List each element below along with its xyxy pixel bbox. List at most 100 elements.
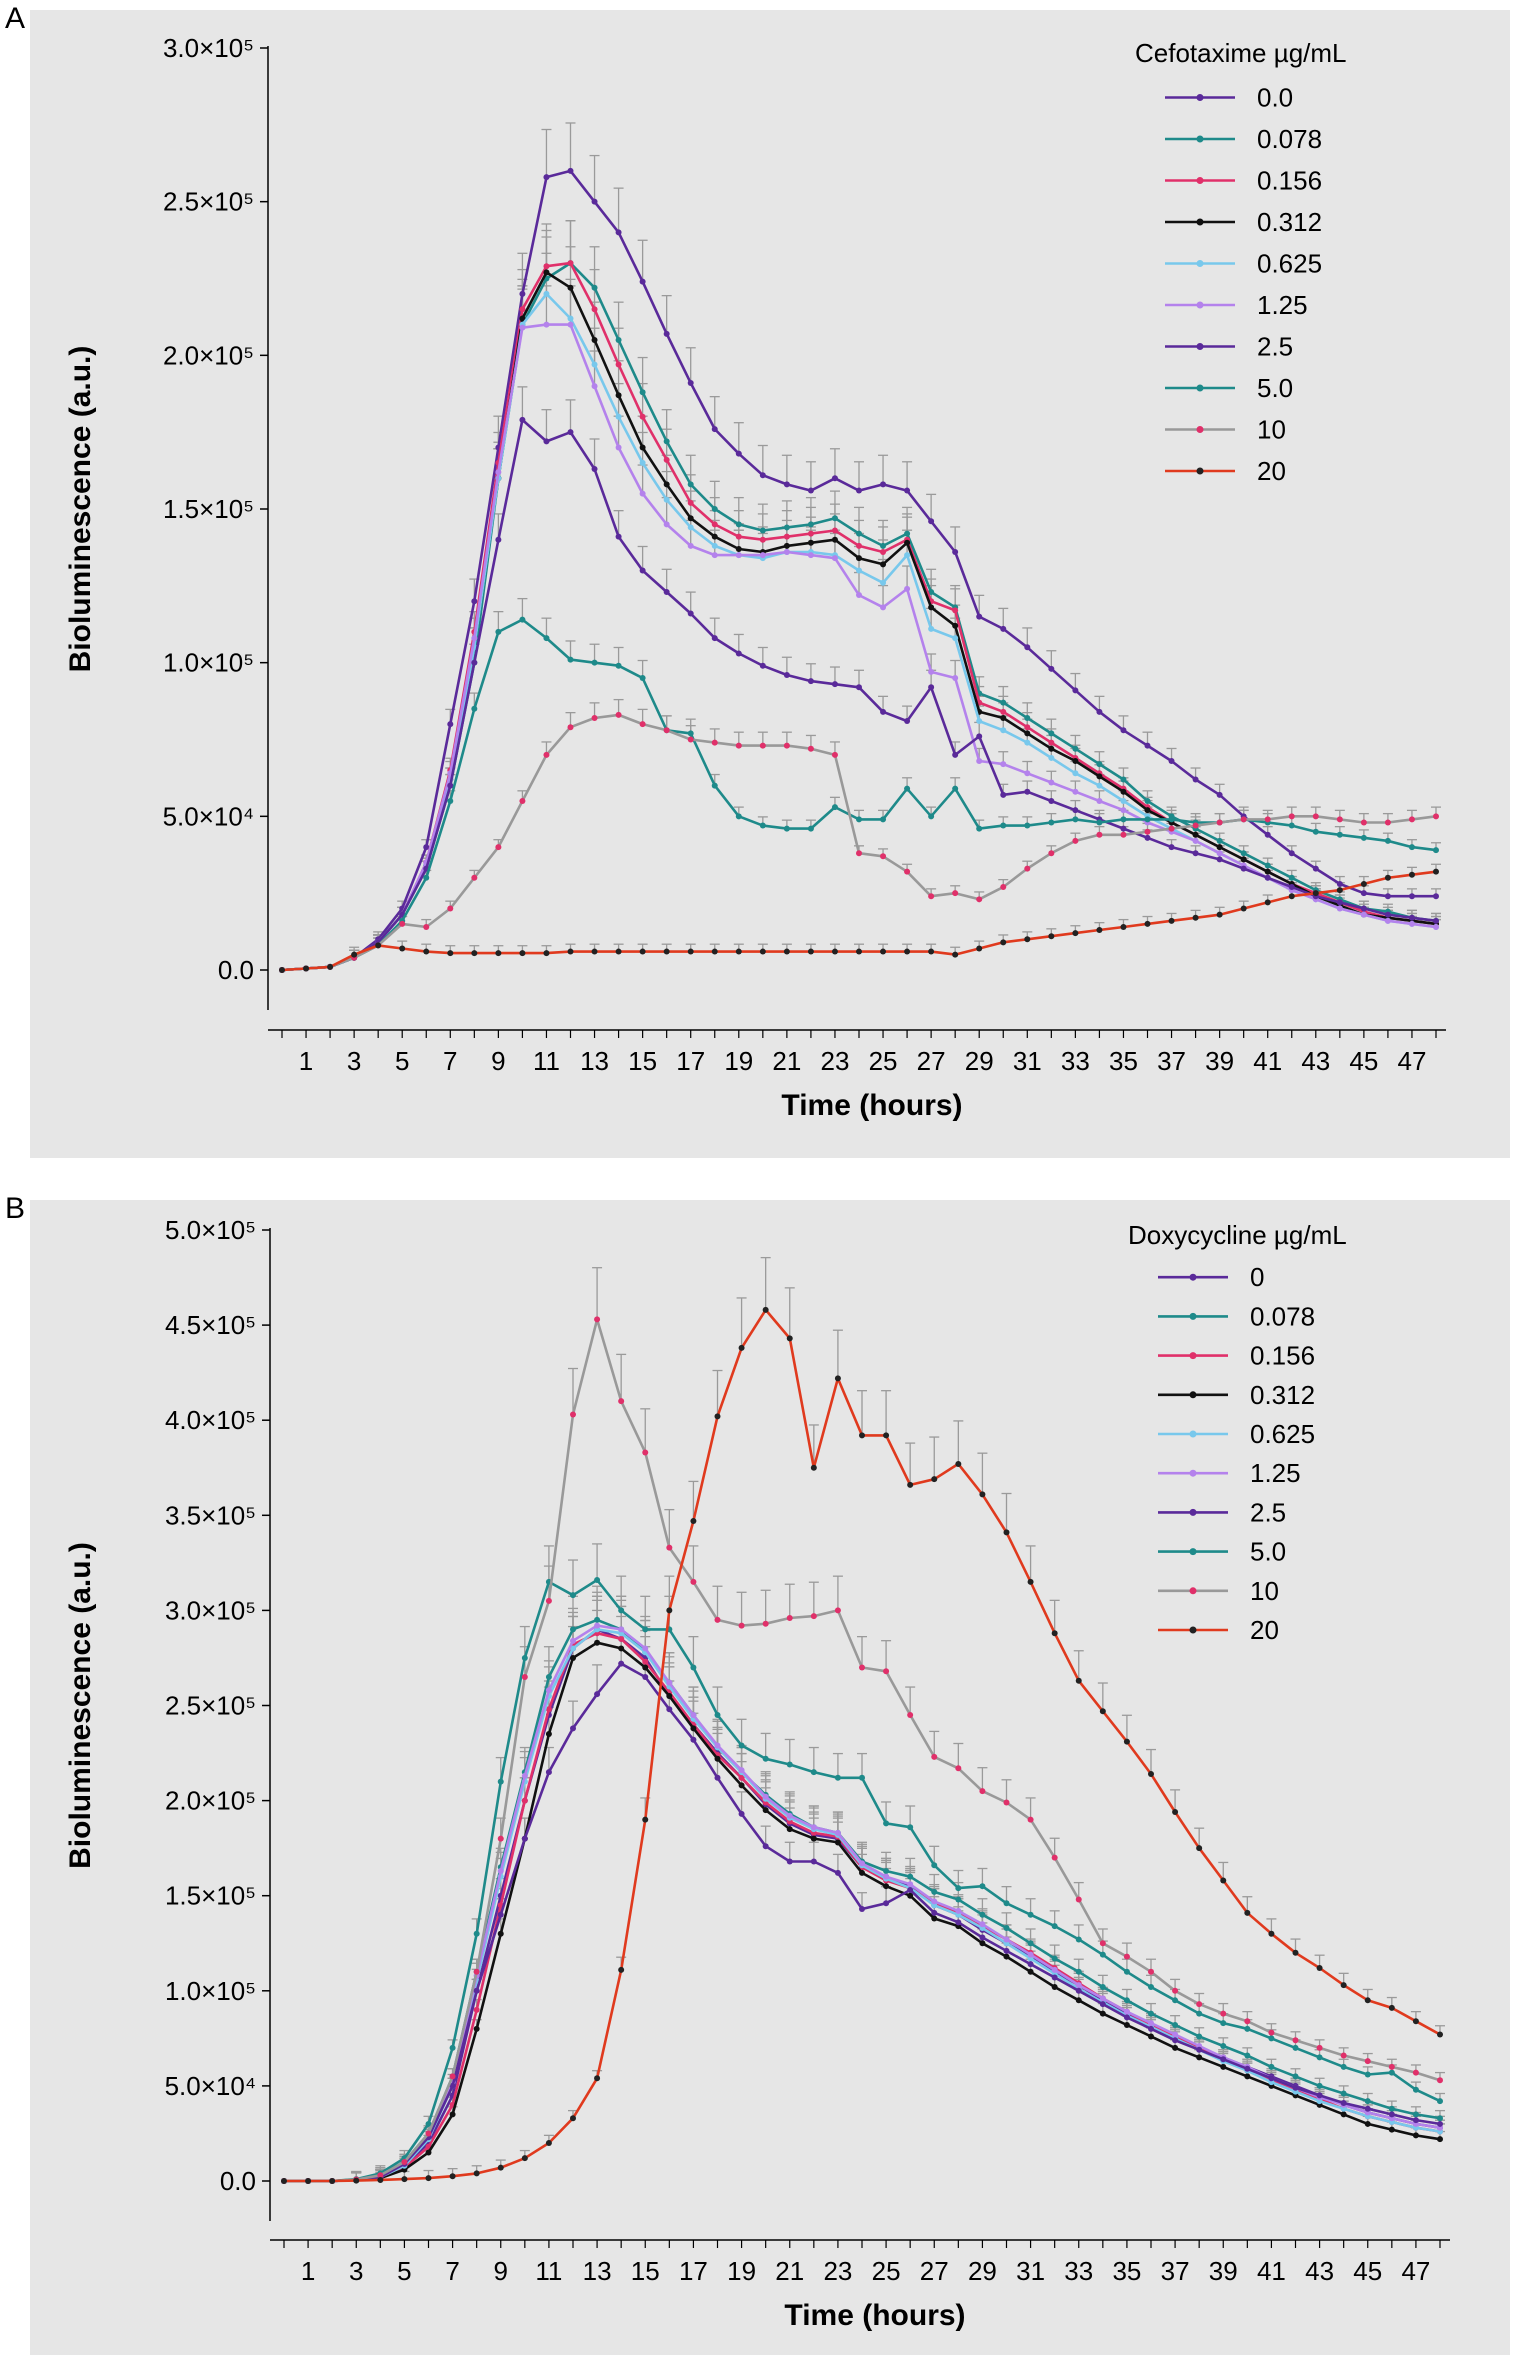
data-point <box>714 1712 721 1719</box>
data-point <box>883 1883 890 1890</box>
data-point <box>979 1491 986 1498</box>
data-point <box>1336 880 1343 887</box>
data-point <box>1388 2063 1395 2070</box>
data-point <box>834 1375 841 1382</box>
data-point <box>1000 708 1007 715</box>
data-point <box>1216 844 1223 851</box>
data-point <box>1312 828 1319 835</box>
data-point <box>1196 2033 1203 2040</box>
data-point <box>1123 1968 1130 1975</box>
data-point <box>783 524 790 531</box>
legend-marker <box>1189 1469 1197 1477</box>
data-point <box>880 816 887 823</box>
legend-marker <box>1189 1508 1197 1516</box>
data-point <box>928 604 935 611</box>
data-point <box>1196 2010 1203 2017</box>
data-point <box>979 1940 986 1947</box>
data-point <box>1123 2022 1130 2029</box>
data-point <box>735 533 742 540</box>
data-point <box>666 1692 673 1699</box>
data-point <box>976 825 983 832</box>
legend-label: 0.078 <box>1257 124 1322 154</box>
data-point <box>904 785 911 792</box>
data-point <box>711 426 718 433</box>
data-point <box>639 948 646 955</box>
data-point <box>952 951 959 958</box>
data-point <box>1292 2037 1299 2044</box>
data-point <box>1096 782 1103 789</box>
x-tick-label: 7 <box>443 1046 457 1076</box>
data-point <box>642 1645 649 1652</box>
data-point <box>810 1769 817 1776</box>
data-point <box>1120 831 1127 838</box>
data-point <box>1075 1982 1082 1989</box>
legend-marker <box>1196 426 1204 433</box>
data-point <box>1340 2111 1347 2118</box>
data-point <box>1264 816 1271 823</box>
data-point <box>567 315 574 322</box>
data-point <box>904 585 911 592</box>
data-point <box>928 813 935 820</box>
data-point <box>615 444 622 451</box>
data-point <box>1316 2082 1323 2089</box>
data-point <box>735 521 742 528</box>
data-point <box>1048 665 1055 672</box>
data-point <box>759 536 766 543</box>
data-point <box>1000 761 1007 768</box>
y-tick-label: 0.0 <box>218 955 254 985</box>
data-point <box>1433 847 1439 854</box>
x-tick-label: 37 <box>1161 2256 1190 2286</box>
y-tick-label: 3.0×10⁵ <box>163 33 254 63</box>
data-point <box>1408 914 1415 921</box>
data-point <box>1048 730 1055 737</box>
legend-label: 10 <box>1250 1576 1279 1606</box>
legend-title: Cefotaxime µg/mL <box>1135 38 1347 68</box>
data-point <box>1244 1909 1251 1916</box>
data-point <box>1144 828 1151 835</box>
data-point <box>521 1797 528 1804</box>
data-point <box>1268 2075 1275 2082</box>
data-point <box>521 2155 528 2162</box>
data-point <box>1123 2008 1130 2015</box>
data-point <box>1072 758 1079 765</box>
data-point <box>1192 850 1199 857</box>
data-point <box>955 1765 962 1772</box>
data-point <box>880 604 887 611</box>
data-point <box>663 727 670 734</box>
data-point <box>618 1645 625 1652</box>
data-point <box>639 459 646 466</box>
data-point <box>1388 2126 1395 2133</box>
data-point <box>952 607 959 614</box>
data-point <box>1408 893 1415 900</box>
data-point <box>1437 2115 1443 2122</box>
data-point <box>1268 1930 1275 1937</box>
legend-marker <box>1196 343 1204 350</box>
data-point <box>1288 884 1295 891</box>
data-point <box>1024 822 1031 829</box>
data-point <box>735 742 742 749</box>
data-point <box>783 533 790 540</box>
data-point <box>1000 699 1007 706</box>
data-point <box>1024 770 1031 777</box>
data-point <box>1437 2136 1443 2143</box>
data-point <box>711 506 718 512</box>
data-point <box>1120 788 1127 795</box>
data-point <box>856 555 862 562</box>
data-point <box>1220 2042 1227 2049</box>
data-point <box>687 481 694 488</box>
data-point <box>759 472 766 479</box>
series-9 <box>279 868 1439 973</box>
data-point <box>786 1335 793 1342</box>
data-point <box>543 950 550 957</box>
data-point <box>1048 797 1055 804</box>
data-point <box>880 579 887 586</box>
data-point <box>1123 1997 1130 2004</box>
data-point <box>783 742 790 749</box>
data-point <box>423 948 430 955</box>
data-point <box>471 874 478 881</box>
data-point <box>1096 797 1103 804</box>
legend-label: 0.078 <box>1250 1301 1315 1331</box>
data-point <box>1024 936 1031 943</box>
data-point <box>807 745 814 752</box>
data-point <box>377 2177 384 2184</box>
